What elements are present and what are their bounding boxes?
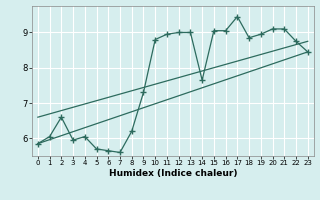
X-axis label: Humidex (Indice chaleur): Humidex (Indice chaleur) [108, 169, 237, 178]
